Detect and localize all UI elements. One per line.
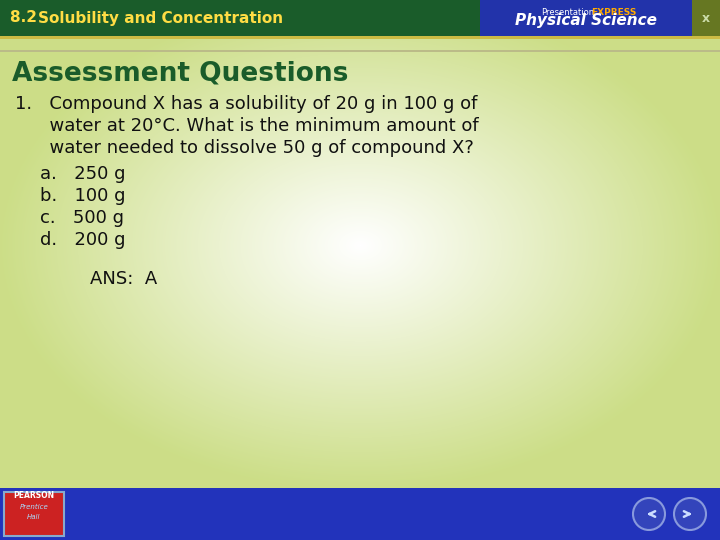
Bar bbox=[0, 488, 720, 540]
Text: 1.   Compound X has a solubility of 20 g in 100 g of: 1. Compound X has a solubility of 20 g i… bbox=[15, 95, 477, 113]
Circle shape bbox=[674, 498, 706, 530]
Bar bbox=[0, 0, 620, 36]
Text: ANS:  A: ANS: A bbox=[90, 270, 157, 288]
Text: Solubility and Concentration: Solubility and Concentration bbox=[38, 10, 283, 25]
Text: water at 20°C. What is the minimum amount of: water at 20°C. What is the minimum amoun… bbox=[15, 117, 479, 135]
Text: c.   500 g: c. 500 g bbox=[40, 209, 124, 227]
Text: a.   250 g: a. 250 g bbox=[40, 165, 125, 183]
Bar bbox=[0, 50, 720, 52]
Text: EXPRESS: EXPRESS bbox=[591, 8, 636, 17]
Text: x: x bbox=[702, 11, 710, 24]
Text: Presentation: Presentation bbox=[541, 8, 595, 17]
Bar bbox=[692, 0, 720, 36]
Text: Assessment Questions: Assessment Questions bbox=[12, 60, 348, 86]
Text: d.   200 g: d. 200 g bbox=[40, 231, 125, 249]
Text: 8.2: 8.2 bbox=[10, 10, 42, 25]
FancyBboxPatch shape bbox=[4, 492, 64, 536]
Text: Hall: Hall bbox=[27, 514, 41, 520]
Text: Prentice: Prentice bbox=[19, 504, 48, 510]
Bar bbox=[0, 36, 720, 39]
Text: Physical Science: Physical Science bbox=[515, 12, 657, 28]
Bar bbox=[480, 0, 692, 36]
Text: water needed to dissolve 50 g of compound X?: water needed to dissolve 50 g of compoun… bbox=[15, 139, 474, 157]
Text: PEARSON: PEARSON bbox=[14, 491, 55, 501]
Text: b.   100 g: b. 100 g bbox=[40, 187, 125, 205]
Circle shape bbox=[633, 498, 665, 530]
